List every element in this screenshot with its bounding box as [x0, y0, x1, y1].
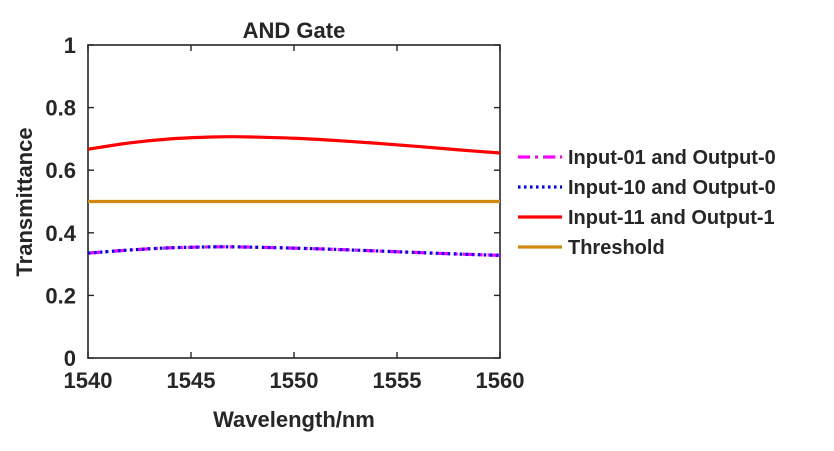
y-tick-label: 0	[64, 346, 76, 371]
x-tick-label: 1545	[167, 368, 216, 393]
legend-item: Input-10 and Output-0	[518, 177, 776, 199]
y-tick-label: 0.2	[45, 283, 76, 308]
legend-label: Input-01 and Output-0	[568, 147, 776, 169]
series-line-2	[87, 245, 501, 257]
legend-label: Input-10 and Output-0	[568, 177, 776, 199]
y-tick-label: 0.8	[45, 96, 76, 121]
x-tick-label: 1555	[373, 368, 422, 393]
legend-label: Threshold	[568, 237, 665, 259]
plot-area: 1540 1545 1550 1555 1560 0 0.2 0.4 0.6 0.8 1	[45, 33, 524, 393]
series-line-3	[87, 135, 501, 155]
x-tick-label: 1560	[476, 368, 525, 393]
y-tick-label: 0.4	[45, 221, 76, 246]
x-tick-label: 1540	[64, 368, 113, 393]
chart-title: AND Gate	[243, 18, 346, 43]
y-axis-label: Transmittance	[12, 127, 37, 276]
series-group	[87, 135, 501, 257]
legend-item: Threshold	[518, 237, 665, 259]
y-tick-label: 0.6	[45, 158, 76, 183]
legend-item: Input-11 and Output-1	[518, 207, 775, 229]
axes: 1540 1545 1550 1555 1560 0 0.2 0.4 0.6 0.8 1	[45, 33, 524, 393]
x-tick-label: 1550	[270, 368, 319, 393]
x-axis-label: Wavelength/nm	[213, 407, 375, 432]
legend-label: Input-11 and Output-1	[568, 207, 775, 229]
y-tick-label: 1	[64, 33, 76, 58]
legend-item: Input-01 and Output-0	[518, 147, 776, 169]
legend: Input-01 and Output-0 Input-10 and Output…	[518, 147, 776, 259]
